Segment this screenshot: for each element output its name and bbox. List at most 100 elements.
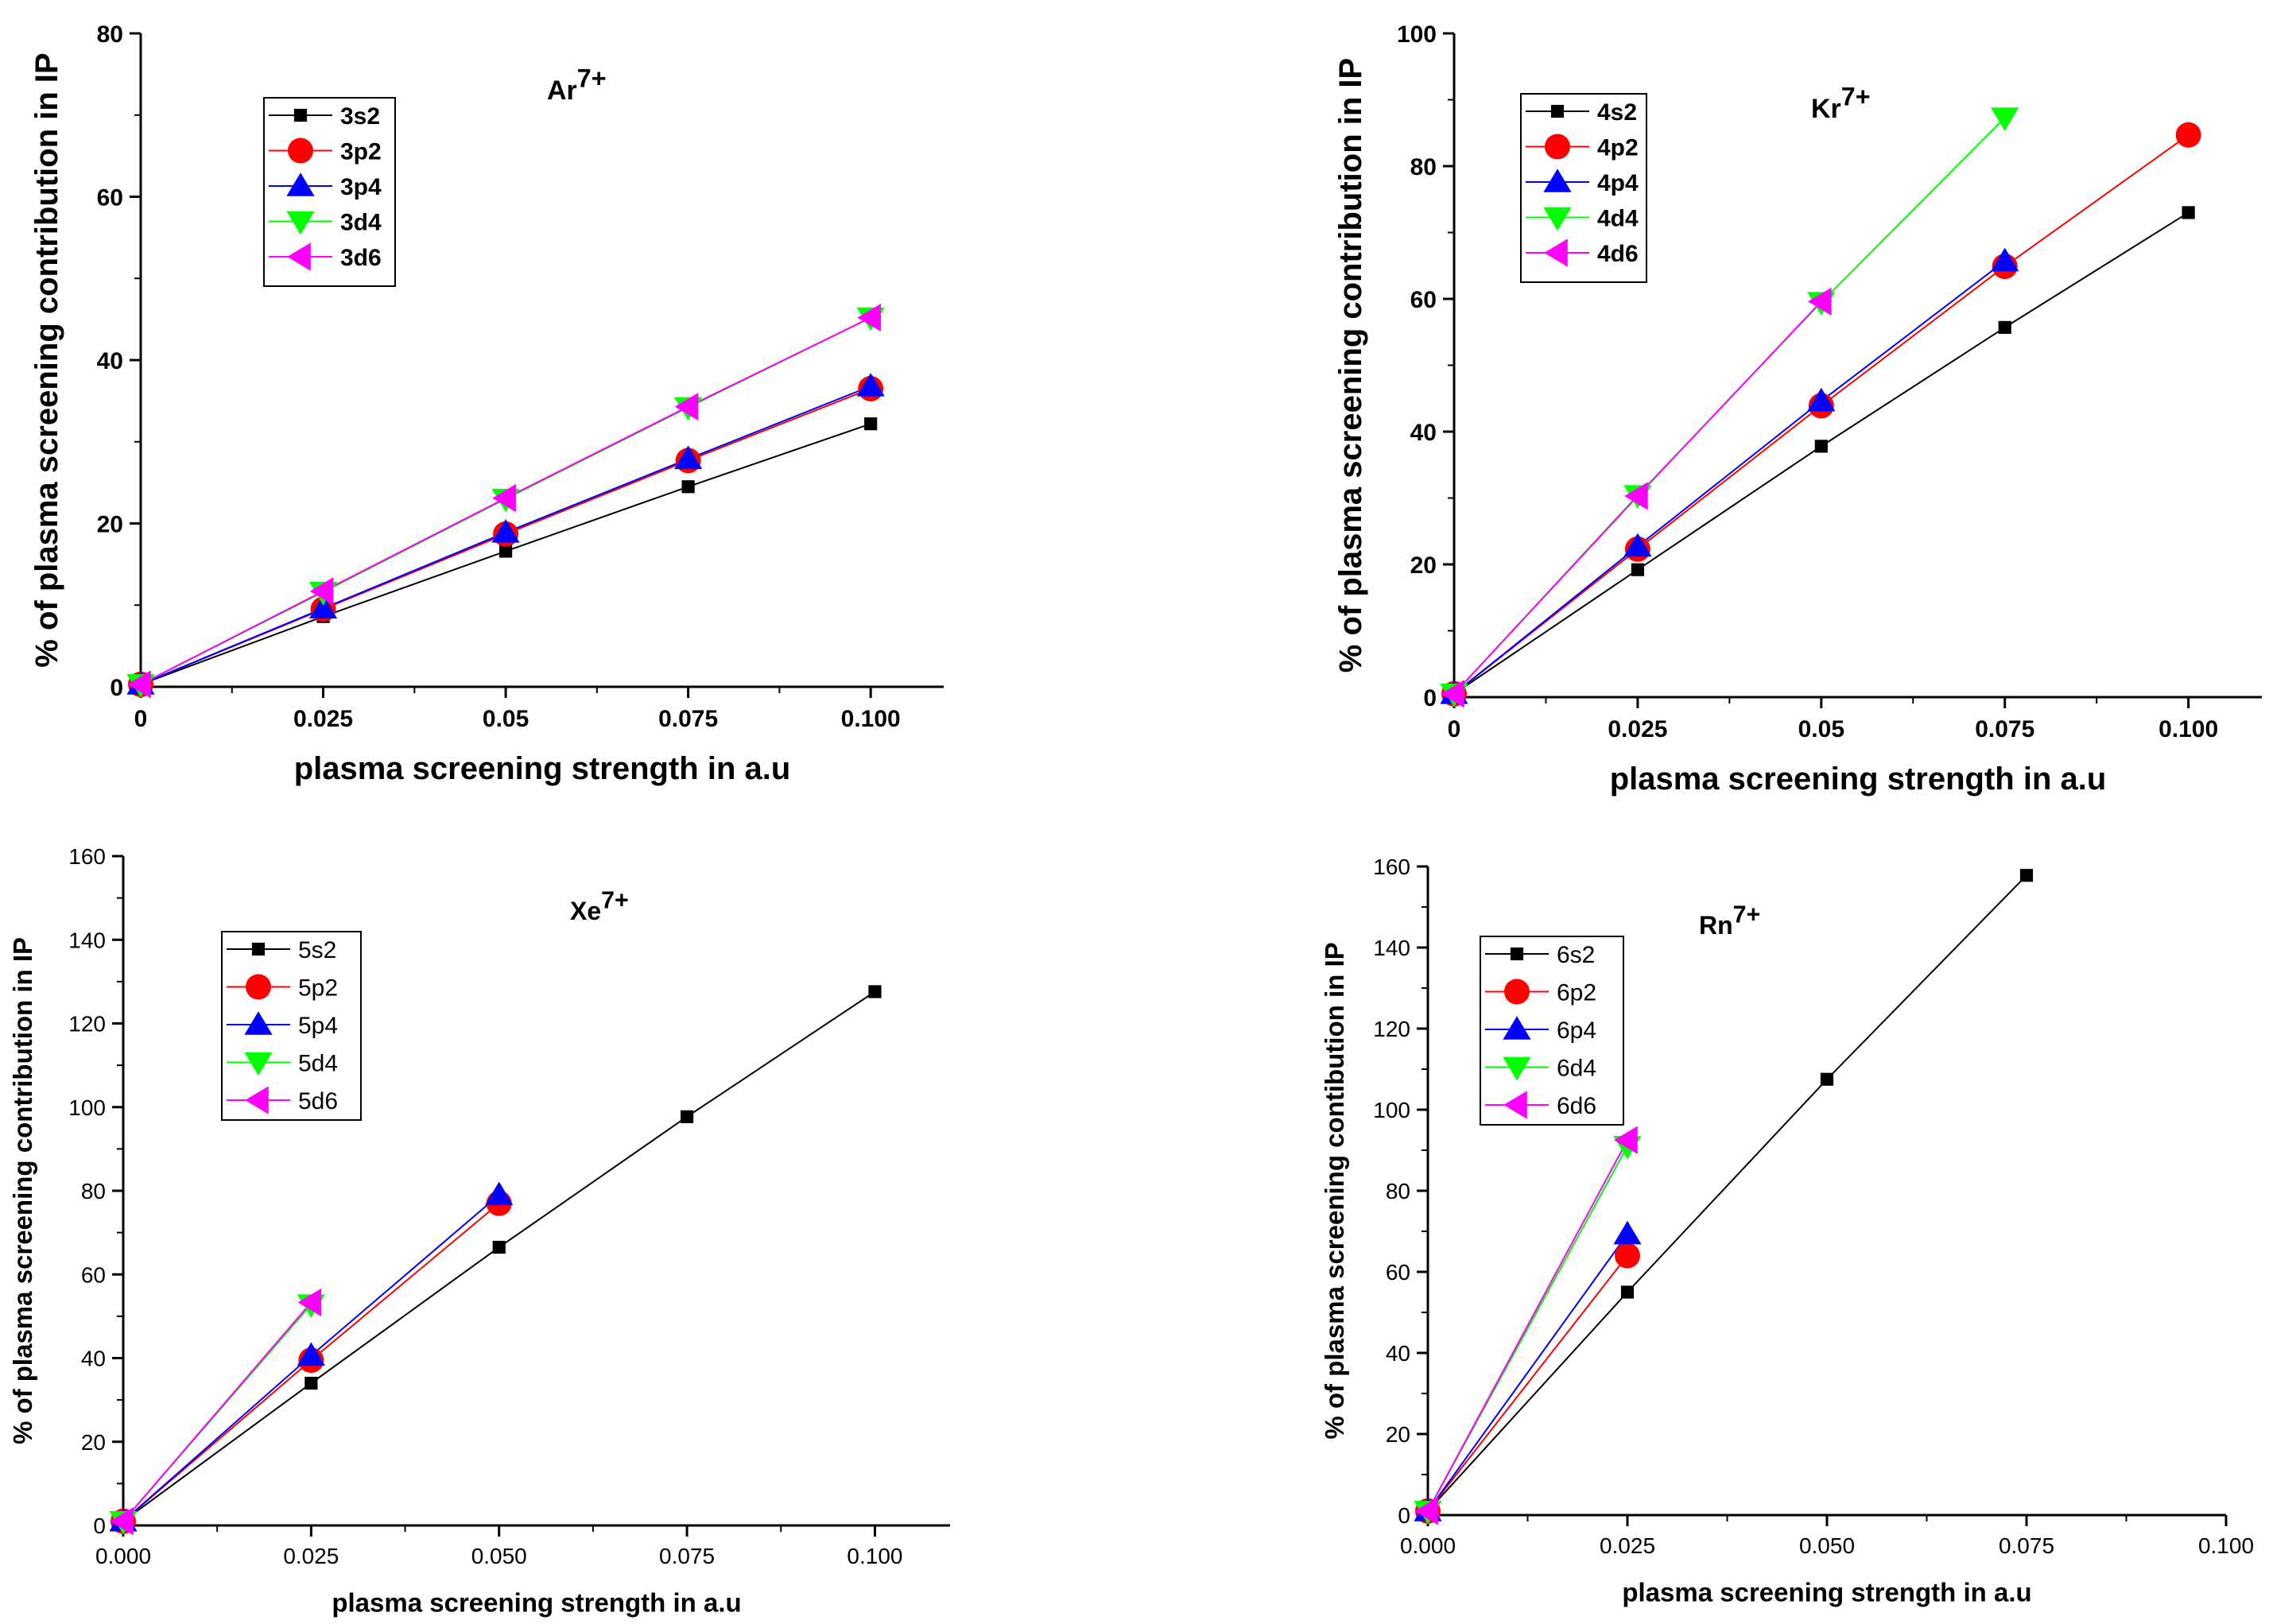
data-point-6s2 (1820, 1072, 1834, 1086)
legend-marker-6s2 (1510, 947, 1524, 961)
series-line-6d6 (1427, 1139, 1628, 1512)
series-line-6p4 (1427, 1233, 1628, 1512)
y-tick-label: 0 (110, 675, 123, 701)
chart-title: Ar7+ (547, 64, 607, 106)
data-point-4s2 (2182, 206, 2195, 219)
y-tick-label: 0 (1423, 685, 1437, 711)
y-tick-label: 40 (1386, 1341, 1410, 1366)
legend-marker-4p2 (1545, 134, 1570, 160)
y-tick-label: 40 (97, 348, 123, 374)
legend-marker-3p4 (286, 172, 315, 196)
legend-label-4d4: 4d4 (1597, 205, 1639, 231)
title-ion: Xe (570, 897, 601, 925)
legend-marker-3p2 (288, 138, 313, 164)
legend-box (263, 97, 396, 287)
legend-label-3d4: 3d4 (340, 209, 382, 235)
chart-panel-kr: 0 20 40 60 80 100 0 0.025 0.05 0.075 0.100 plasma s… (1333, 21, 2262, 796)
data-point-4p4 (1991, 247, 2019, 272)
legend-marker-5d6 (245, 1086, 269, 1114)
legend-label-5s2: 5s2 (298, 937, 336, 963)
y-tick-label: 160 (68, 844, 106, 869)
data-point-4s2 (1631, 563, 1645, 576)
chart-panel-xe: 0 20 40 60 80 100 120 140 160 0.000 0.025 0.050 0.07… (8, 844, 950, 1617)
chart-title: Rn7+ (1699, 901, 1760, 940)
data-point-5s2 (680, 1110, 694, 1123)
y-tick-label: 100 (68, 1095, 106, 1120)
y-tick-label: 140 (1373, 936, 1410, 960)
data-point-5s2 (492, 1240, 506, 1254)
x-axis-label: plasma screening strength in a.u (1610, 762, 2107, 796)
legend-box (1520, 93, 1647, 283)
x-tick-label: 0.050 (1799, 1533, 1855, 1558)
data-point-6p4 (1613, 1220, 1642, 1245)
x-axis-label: plasma screening strength in a.u (332, 1587, 741, 1617)
data-point-3d6 (857, 303, 881, 332)
y-tick-label: 80 (97, 21, 123, 48)
title-ion: Kr (1811, 94, 1841, 124)
x-tick-label: 0.05 (483, 706, 529, 732)
x-tick-label: 0.075 (659, 1544, 715, 1568)
title-charge: 7+ (577, 64, 607, 93)
legend-box (221, 931, 362, 1121)
data-point-4d6 (1808, 287, 1832, 316)
legend-marker-5p2 (246, 974, 271, 1000)
legend-label-4p4: 4p4 (1597, 170, 1639, 196)
y-tick-label: 120 (68, 1012, 106, 1037)
y-tick-label: 60 (81, 1262, 106, 1287)
legend-label-4s2: 4s2 (1597, 99, 1637, 126)
data-point-4d6 (1624, 482, 1648, 510)
legend-marker-6p4 (1503, 1016, 1531, 1040)
series-line-5d6 (122, 1301, 312, 1522)
y-axis-label: % of plasma screening contribution in IP (1333, 58, 1368, 672)
legend-marker-4d4 (1543, 207, 1572, 231)
legend-label-5p4: 5p4 (298, 1013, 338, 1039)
legend-box (1480, 936, 1624, 1126)
y-tick-label: 60 (97, 184, 123, 211)
y-tick-label: 120 (1373, 1017, 1410, 1041)
y-axis-label: % of plasma screening contibution in IP (1320, 942, 1349, 1439)
title-ion: Rn (1699, 911, 1733, 940)
x-tick-label: 0 (134, 706, 148, 732)
legend-label-6s2: 6s2 (1557, 942, 1595, 968)
y-tick-label: 160 (1373, 855, 1410, 879)
data-point-4s2 (1998, 320, 2011, 335)
data-point-6s2 (1620, 1285, 1635, 1299)
data-point-5s2 (868, 985, 882, 998)
series-line-4s2 (1453, 211, 2189, 695)
legend-marker-6p2 (1504, 979, 1530, 1005)
legend-label-6p4: 6p4 (1557, 1017, 1596, 1044)
y-tick-label: 100 (1373, 1098, 1410, 1122)
legend-label-3p2: 3p2 (340, 138, 382, 165)
data-point-5p4 (485, 1181, 514, 1206)
y-axis-label: % of plasma screening contribution in IP (29, 52, 64, 667)
y-axis-label: % of plasma screening contribution in IP (8, 937, 37, 1444)
legend-marker-4d6 (1544, 238, 1568, 267)
y-tick-label: 20 (97, 511, 123, 537)
chart-title: Kr7+ (1811, 83, 1871, 124)
x-tick-label: 0.050 (471, 1544, 527, 1568)
data-point-5d6 (297, 1288, 322, 1317)
y-tick-label: 60 (1410, 287, 1437, 313)
y-tick-label: 0 (93, 1514, 106, 1538)
legend-label-6d6: 6d6 (1557, 1093, 1596, 1119)
data-point-6d6 (1414, 1497, 1438, 1525)
legend-marker-5d4 (244, 1052, 273, 1076)
data-point-4p4 (1623, 533, 1652, 557)
x-tick-label: 0.000 (1400, 1533, 1456, 1558)
x-axis-label: plasma screening strength in a.u (294, 751, 791, 786)
data-point-4p4 (1807, 387, 1836, 412)
chart-title: Xe7+ (570, 887, 629, 925)
title-ion: Ar (547, 76, 577, 106)
y-tick-label: 80 (1386, 1179, 1410, 1203)
x-tick-label: 0.100 (847, 1544, 902, 1568)
legend-label-3d6: 3d6 (340, 245, 382, 271)
data-point-3p4 (491, 519, 520, 543)
x-tick-label: 0.075 (1999, 1533, 2054, 1558)
data-point-3p4 (308, 595, 338, 619)
y-tick-label: 80 (1410, 154, 1437, 180)
y-tick-label: 20 (81, 1430, 106, 1455)
data-point-4p2 (2175, 122, 2201, 148)
legend-marker-4s2 (1550, 104, 1565, 118)
x-tick-label: 0 (1448, 716, 1461, 742)
data-point-6d6 (1614, 1126, 1638, 1154)
